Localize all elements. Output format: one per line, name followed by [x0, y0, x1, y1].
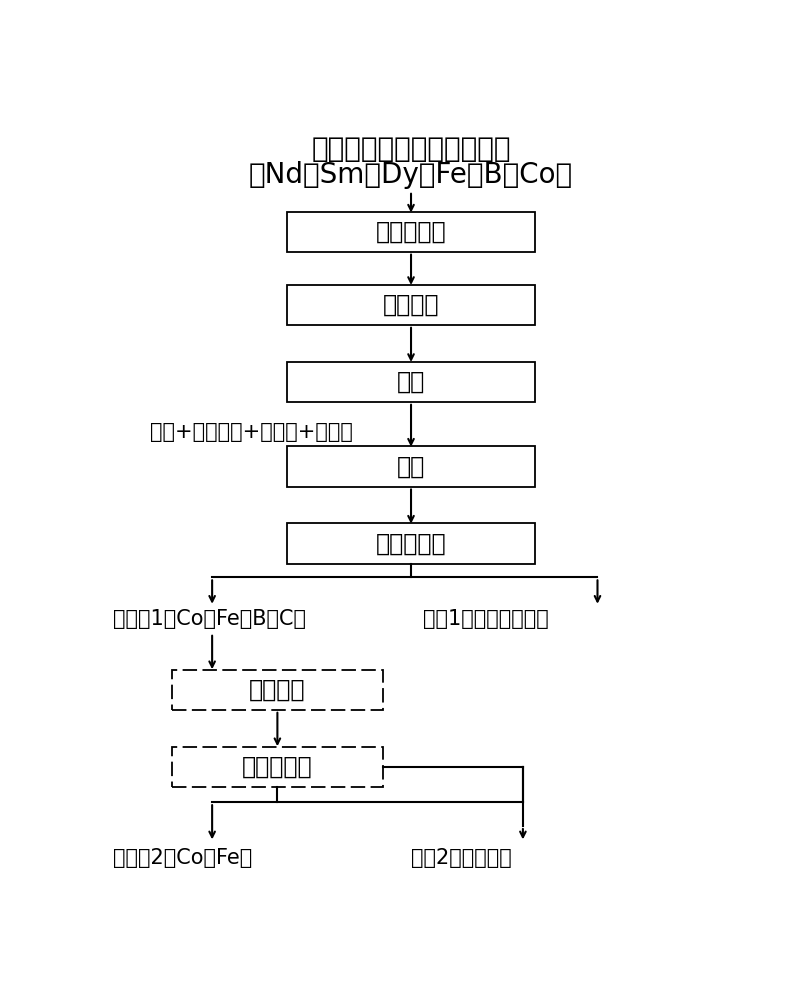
Text: 选择性还原: 选择性还原 [375, 532, 447, 556]
Text: 干燥、粉碎: 干燥、粉碎 [375, 220, 447, 244]
Bar [172, 747, 383, 787]
Bar [172, 670, 383, 710]
Text: 氧化焙烧: 氧化焙烧 [383, 293, 439, 317]
Text: 钕铁硼或钐钴磁性材料废料: 钕铁硼或钐钴磁性材料废料 [311, 135, 511, 163]
Bar [287, 212, 536, 252]
Text: （Nd、Sm、Dy、Fe、B、Co）: （Nd、Sm、Dy、Fe、B、Co） [249, 161, 573, 189]
Text: 金属相1（Co、Fe、B、C）: 金属相1（Co、Fe、B、C） [112, 609, 306, 629]
Text: 金属相2（Co、Fe）: 金属相2（Co、Fe） [112, 848, 252, 868]
Text: 氧化焙烧: 氧化焙烧 [249, 678, 306, 702]
Text: 选择性还原: 选择性还原 [242, 755, 313, 779]
Text: 渣相1（稀土氧化物）: 渣相1（稀土氧化物） [423, 609, 549, 629]
Text: 碳粉+物料粉体+添加剂+粘结剂: 碳粉+物料粉体+添加剂+粘结剂 [150, 422, 353, 442]
Text: 粉碎: 粉碎 [397, 370, 425, 394]
Text: 造球: 造球 [397, 454, 425, 479]
Text: 渣相2（氧化硼）: 渣相2（氧化硼） [411, 848, 512, 868]
Bar [287, 523, 536, 564]
Bar [287, 285, 536, 325]
Bar [287, 446, 536, 487]
Bar [287, 362, 536, 402]
